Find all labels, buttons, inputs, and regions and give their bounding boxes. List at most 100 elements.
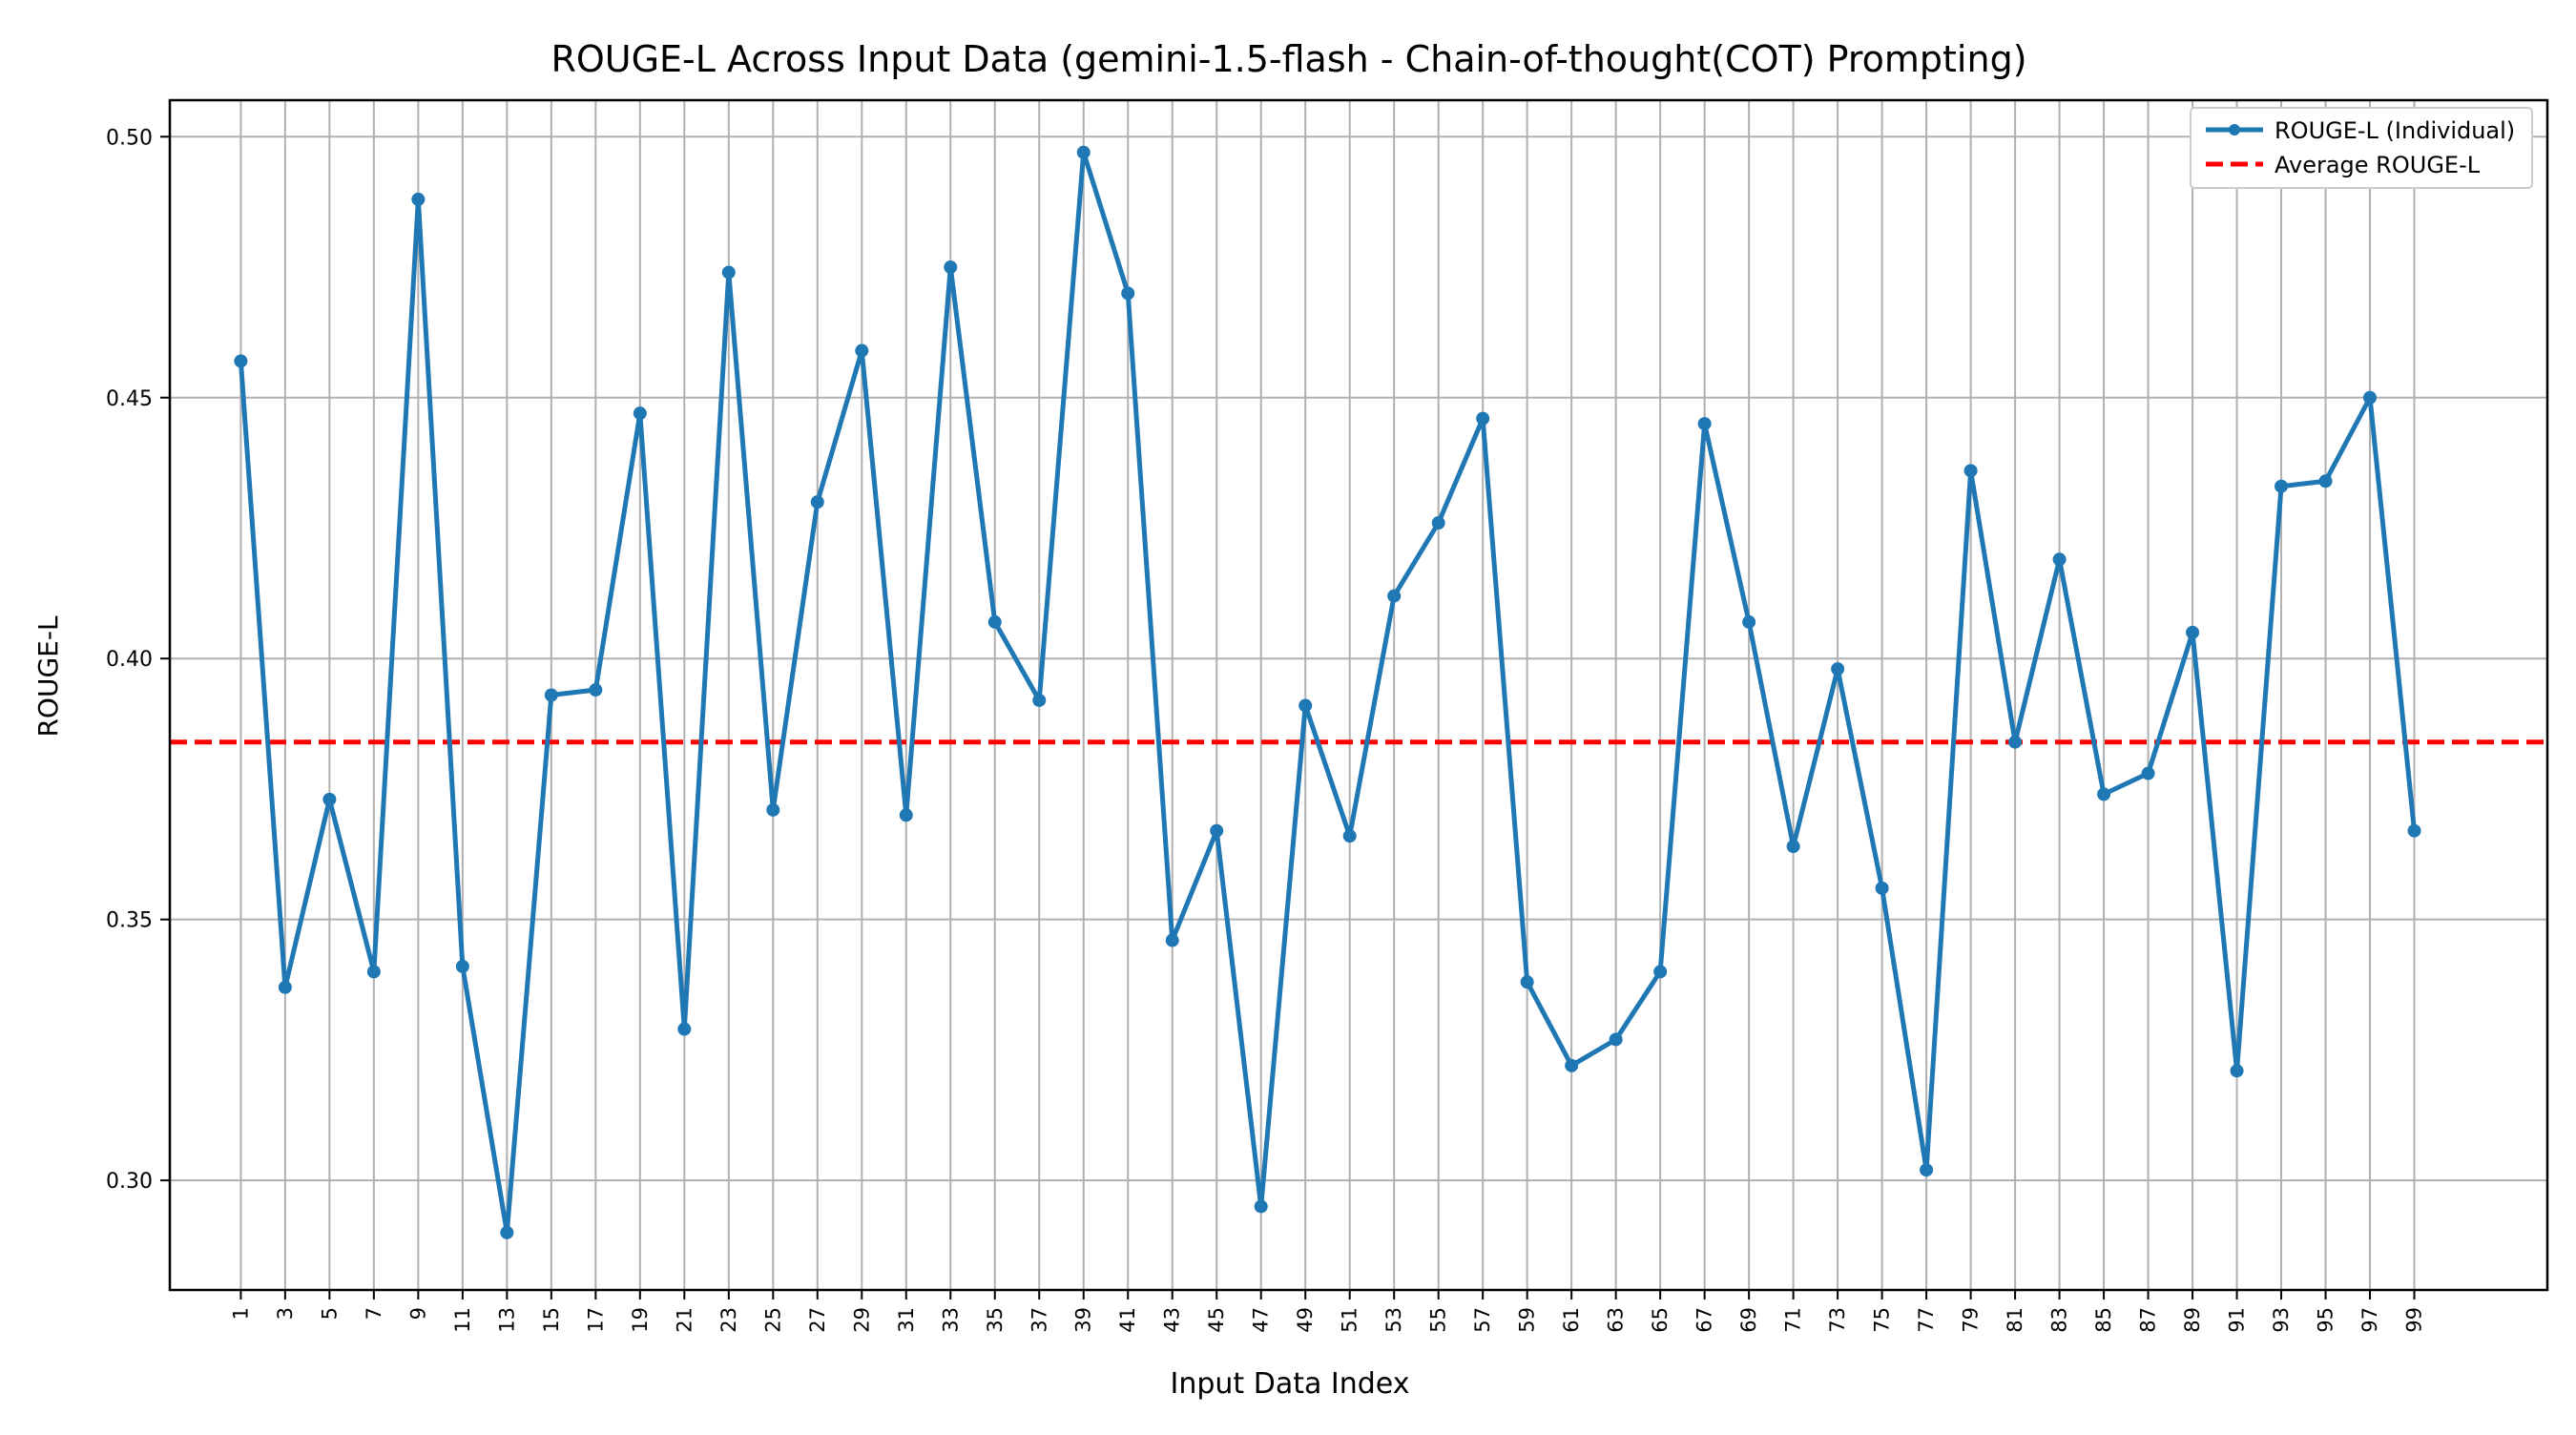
data-point [766, 802, 780, 817]
x-tick-label: 15 [540, 1307, 563, 1333]
series-line-individual [238, 150, 2418, 1236]
x-tick-label: 59 [1516, 1307, 1539, 1333]
x-tick-label: 1 [229, 1307, 252, 1320]
data-point [1476, 411, 1490, 426]
data-point [1298, 698, 1313, 713]
x-axis-label: Input Data Index [1171, 1367, 1410, 1401]
data-point [1963, 464, 1978, 478]
x-tick-label: 85 [2092, 1307, 2115, 1333]
x-tick-label: 65 [1649, 1307, 1672, 1333]
data-point [721, 265, 736, 280]
x-tick-label: 95 [2315, 1307, 2337, 1333]
data-point [2318, 474, 2333, 489]
x-tick-label: 57 [1471, 1307, 1494, 1333]
x-tick-label: 71 [1782, 1307, 1805, 1333]
data-point [1387, 589, 1402, 603]
x-tick-label: 69 [1737, 1307, 1760, 1333]
data-point [1786, 840, 1800, 854]
x-tick-label: 63 [1605, 1307, 1628, 1333]
x-tick-label: 83 [2048, 1307, 2071, 1333]
y-tick-label: 0.35 [106, 909, 153, 933]
legend: ROUGE-L (Individual) Average ROUGE-L [2190, 107, 2533, 189]
legend-label-individual: ROUGE-L (Individual) [2275, 117, 2515, 144]
data-point [1920, 1163, 1934, 1177]
x-tick-label: 31 [895, 1307, 918, 1333]
data-point [500, 1225, 514, 1239]
x-tick-label: 51 [1339, 1307, 1361, 1333]
data-point [1121, 286, 1135, 301]
data-point [1653, 965, 1668, 979]
x-tick-label: 89 [2181, 1307, 2204, 1333]
x-tick-label: 7 [363, 1307, 385, 1320]
data-point [1520, 975, 1534, 989]
chart-title: ROUGE-L Across Input Data (gemini-1.5-fl… [551, 38, 2026, 80]
x-tick-label: 19 [629, 1307, 652, 1333]
x-tick-label: 35 [984, 1307, 1007, 1333]
x-tick-label: 93 [2270, 1307, 2293, 1333]
x-tick-label: 17 [584, 1307, 607, 1333]
data-point [366, 965, 381, 979]
x-tick-label: 81 [2004, 1307, 2026, 1333]
data-point [2275, 479, 2289, 493]
legend-label-average: Average ROUGE-L [2275, 152, 2481, 178]
x-tick-label: 61 [1560, 1307, 1583, 1333]
x-tick-label: 75 [1871, 1307, 1894, 1333]
data-point [1875, 881, 1889, 895]
plot-frame [168, 98, 2549, 1292]
data-point [544, 688, 558, 702]
data-point [411, 192, 426, 206]
data-point [944, 260, 958, 275]
x-tick-label: 87 [2137, 1307, 2160, 1333]
data-point [1431, 516, 1445, 530]
x-tick-label: 45 [1205, 1307, 1228, 1333]
axes: 1 3 5 7 9 11 13 15 17 19 21 23 25 27 29 31 33 35 37 39 41 43 4… [106, 98, 2549, 1333]
y-tick-label: 0.45 [106, 387, 153, 411]
x-tick-label: 23 [717, 1307, 740, 1333]
data-point [1076, 145, 1091, 159]
y-tick-label: 0.40 [106, 648, 153, 672]
data-point [1565, 1058, 1579, 1072]
x-tick-label: 11 [451, 1307, 474, 1333]
x-tick-label: 21 [673, 1307, 696, 1333]
legend-box [2190, 107, 2533, 189]
y-tick-label: 0.30 [106, 1170, 153, 1194]
data-point [589, 683, 603, 697]
data-point [1697, 417, 1712, 431]
x-tick-label: 29 [850, 1307, 873, 1333]
x-tick-label: 39 [1072, 1307, 1095, 1333]
x-tick-label: 55 [1427, 1307, 1450, 1333]
x-tick-label: 49 [1294, 1307, 1317, 1333]
x-tick-label: 79 [1960, 1307, 1983, 1333]
x-tick-label: 33 [939, 1307, 962, 1333]
x-tick-label: 99 [2403, 1307, 2426, 1333]
x-tick-label: 97 [2358, 1307, 2381, 1333]
data-point [1032, 693, 1047, 707]
legend-marker-individual [2229, 124, 2240, 135]
data-point [677, 1022, 692, 1036]
data-point [2230, 1064, 2244, 1078]
x-tick-label: 77 [1915, 1307, 1938, 1333]
data-point [2097, 787, 2111, 801]
x-tick-label: 53 [1382, 1307, 1405, 1333]
data-point [455, 959, 469, 973]
data-point [1165, 933, 1179, 947]
data-point [810, 495, 824, 510]
grid [170, 100, 2547, 1290]
data-point [2407, 823, 2421, 838]
data-point [2141, 766, 2155, 780]
x-tick-label: 5 [318, 1307, 341, 1320]
y-axis-label: ROUGE-L [32, 615, 64, 737]
x-tick-label: 47 [1250, 1307, 1273, 1333]
data-point [2052, 552, 2067, 567]
x-tick-label: 73 [1826, 1307, 1849, 1333]
x-tick-label: 3 [274, 1307, 297, 1320]
data-point [2008, 735, 2023, 749]
x-tick-label: 25 [761, 1307, 784, 1333]
data-point [1831, 662, 1845, 676]
data-point [1609, 1032, 1623, 1047]
data-point [855, 343, 869, 358]
x-tick-label: 9 [406, 1307, 429, 1320]
data-point [1742, 614, 1756, 629]
